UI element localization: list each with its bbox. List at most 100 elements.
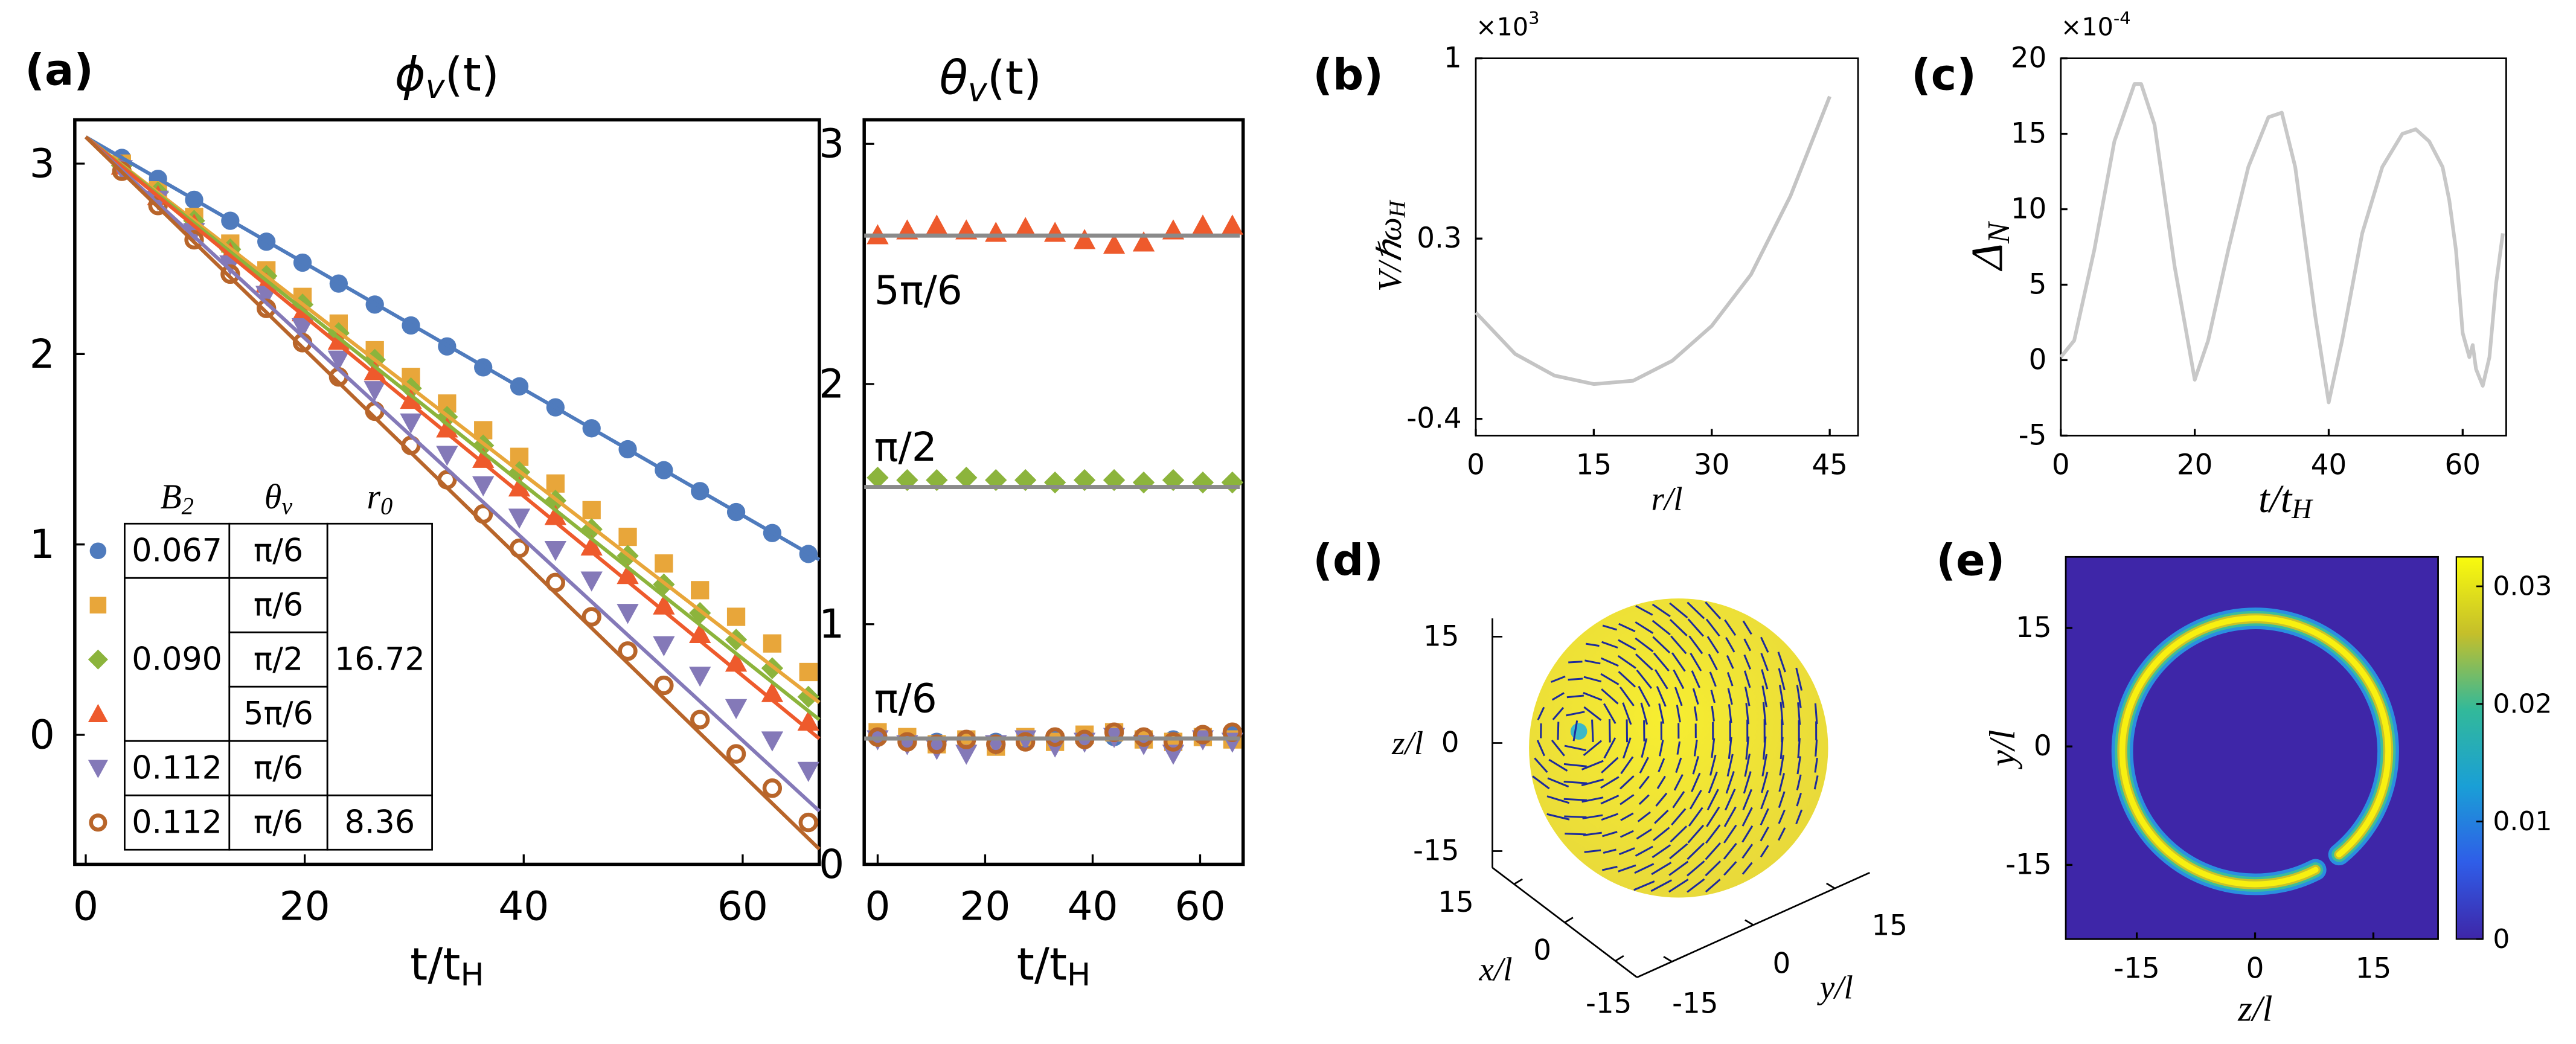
field-arrow (1619, 686, 1635, 706)
field-arrow (1566, 694, 1584, 699)
x-tick-label: 0 (865, 883, 890, 929)
field-arrow (1742, 789, 1752, 810)
marker (1191, 471, 1214, 494)
x-axis-label: t/tH (2258, 476, 2313, 524)
chart-title: θv(t) (940, 51, 1042, 109)
field-arrow (1706, 789, 1719, 810)
field-arrow (1780, 737, 1784, 760)
ring-band (2119, 615, 2391, 888)
fit-line (85, 135, 821, 740)
field-arrow (1638, 794, 1650, 805)
field-arrow (1635, 653, 1653, 671)
label-part: V/ℏω (1371, 217, 1408, 292)
field-arrow (1745, 736, 1750, 760)
field-arrow (1688, 807, 1703, 827)
marker (508, 476, 531, 497)
label-part: H (1385, 199, 1410, 218)
field-arrow (1741, 844, 1754, 859)
marker (763, 634, 782, 653)
field-arrow (1603, 737, 1616, 759)
field-arrow (1711, 738, 1716, 758)
field-arrow (1563, 780, 1588, 784)
marker (1103, 234, 1126, 254)
colorbar-label: 0 (2493, 924, 2510, 955)
field-arrow (1692, 688, 1699, 705)
field-arrow (1634, 863, 1655, 874)
field-arrow (1760, 808, 1769, 825)
field-arrow (1710, 690, 1716, 703)
field-arrow (1815, 739, 1818, 757)
y-tick-label: 5 (2029, 268, 2047, 301)
y-tick (1663, 956, 1673, 962)
z-axis-label: z/l (1391, 725, 1423, 761)
field-arrow (1668, 879, 1689, 893)
fit-line (85, 135, 821, 704)
marker (726, 607, 746, 626)
marker (580, 535, 603, 556)
field-arrow (1548, 758, 1568, 772)
field-arrow (1705, 860, 1722, 877)
field-arrow (1638, 685, 1651, 707)
field-arrow (1584, 659, 1601, 665)
field-arrow (1640, 702, 1648, 725)
y-tick-label: 15 (1872, 909, 1908, 942)
marker (618, 527, 637, 546)
marker (1043, 222, 1066, 242)
field-arrow (1675, 757, 1682, 773)
field-arrow (1778, 668, 1786, 691)
field-arrow (1741, 862, 1753, 875)
marker (400, 413, 422, 434)
field-arrow (1654, 669, 1668, 690)
y-tick-label: 0.3 (1417, 222, 1461, 255)
field-arrow (1796, 793, 1802, 807)
table-text: 0.112 (132, 804, 222, 841)
field-arrow (1743, 771, 1752, 794)
marker (582, 501, 601, 520)
field-arrow (1742, 620, 1752, 635)
field-arrow (1727, 688, 1733, 705)
marker (327, 350, 350, 371)
field-arrow (1557, 722, 1560, 740)
label-part: r (367, 478, 381, 516)
marker (544, 541, 567, 562)
field-arrow (1617, 655, 1636, 669)
field-arrow (1546, 813, 1570, 821)
fit-line (85, 135, 821, 722)
field-arrow (1581, 760, 1604, 770)
legend-marker (88, 760, 108, 778)
field-arrow (1622, 702, 1632, 725)
field-arrow (1778, 685, 1785, 708)
field-arrow (1602, 831, 1618, 837)
y-tick-label: -0.4 (1406, 403, 1461, 435)
field-arrow (1778, 773, 1786, 792)
field-arrow (1652, 636, 1671, 654)
marker (580, 571, 603, 592)
field-arrow (1725, 771, 1735, 794)
x-axis-label: t/tH (410, 938, 484, 993)
field-arrow (1636, 669, 1653, 689)
plot-frame (2065, 556, 2439, 940)
field-arrow (1723, 842, 1737, 860)
field-arrow (1669, 618, 1688, 636)
marker (1221, 214, 1244, 235)
table-cell (228, 522, 328, 579)
x-axis-label: t/tH (1017, 938, 1091, 993)
x-tick-label: 20 (2177, 449, 2213, 482)
field-arrow (1635, 621, 1654, 634)
field-arrow (1726, 672, 1734, 687)
label-part: t/t (410, 938, 460, 990)
field-arrow (1691, 772, 1701, 792)
y-axis-label: y/l (1817, 969, 1853, 1006)
y-axis-label: ΔN (1963, 220, 2016, 272)
y-tick (1826, 882, 1836, 889)
field-arrow (1687, 860, 1705, 877)
field-arrow (1639, 757, 1649, 774)
x-tick-label: 45 (1812, 449, 1848, 482)
label-part: Δ (1963, 243, 2013, 272)
marker (436, 446, 458, 466)
marker (762, 778, 783, 798)
field-arrow (1723, 861, 1737, 876)
field-arrow (1653, 652, 1670, 672)
x-tick-label: 60 (1174, 883, 1225, 929)
field-arrow (1650, 879, 1672, 892)
